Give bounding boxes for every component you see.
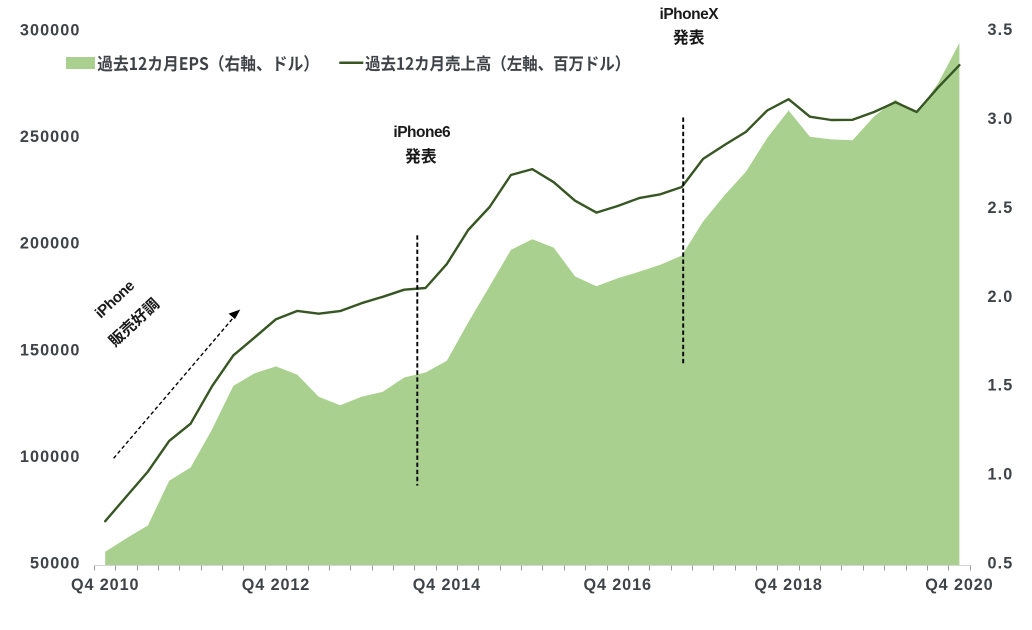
svg-text:2.5: 2.5: [988, 199, 1014, 217]
svg-text:Q4 2012: Q4 2012: [242, 576, 310, 594]
svg-text:iPhoneX: iPhoneX: [660, 6, 720, 23]
svg-text:100000: 100000: [20, 448, 81, 466]
svg-text:Q4 2014: Q4 2014: [413, 576, 481, 594]
svg-text:3.0: 3.0: [988, 110, 1014, 128]
svg-text:1.0: 1.0: [988, 466, 1014, 484]
svg-text:50000: 50000: [30, 555, 81, 573]
svg-text:150000: 150000: [20, 341, 81, 359]
svg-text:200000: 200000: [20, 235, 81, 253]
svg-text:3.5: 3.5: [988, 21, 1014, 39]
svg-text:300000: 300000: [20, 21, 81, 39]
svg-text:1.5: 1.5: [988, 377, 1014, 395]
svg-text:Q4 2020: Q4 2020: [925, 576, 993, 594]
svg-text:iPhone6: iPhone6: [393, 124, 451, 141]
svg-text:0.5: 0.5: [988, 555, 1014, 573]
svg-text:Q4 2016: Q4 2016: [583, 576, 651, 594]
svg-text:2.0: 2.0: [988, 288, 1014, 306]
svg-text:Q4 2018: Q4 2018: [754, 576, 822, 594]
svg-text:250000: 250000: [20, 128, 81, 146]
svg-text:Q4 2010: Q4 2010: [71, 576, 139, 594]
